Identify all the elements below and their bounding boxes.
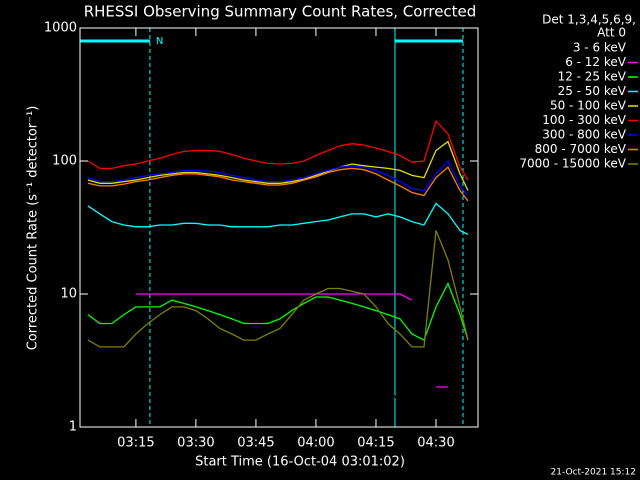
y-tick-label: 1 [69,420,77,435]
legend-label: 7000 - 15000 keV [519,157,626,171]
y-tick-label: 10 [60,287,77,302]
series-line [87,140,469,191]
legend-title: Det 1,3,4,5,6,9, [542,13,636,27]
x-tick-label: 04:30 [417,436,454,451]
legend-label: 50 - 100 keV [550,99,627,113]
x-tick-label: 03:45 [237,436,274,451]
series-line [87,230,469,348]
legend-label: 12 - 25 keV [558,70,627,84]
x-tick-label: 03:15 [117,436,154,451]
legend-label: 800 - 7000 keV [535,142,627,156]
legend-title: Att 0 [597,26,626,40]
y-tick-label: 1000 [44,21,77,36]
plot-frame [79,27,479,428]
series-line [135,293,448,388]
legend-label: 25 - 50 keV [558,84,627,98]
legend-label: 300 - 800 keV [542,128,626,142]
series-line [87,159,469,196]
x-tick-label: 03:30 [177,436,214,451]
series-line [135,352,413,406]
x-tick-label: 04:00 [297,436,334,451]
x-tick-label: 04:15 [357,436,394,451]
legend-label: 6 - 12 keV [565,55,627,69]
y-tick-label: 100 [52,154,77,169]
series-line [87,281,469,342]
interval-label: N [156,36,163,47]
footer: 21-Oct-2021 15:12 [551,468,636,478]
series-line [87,166,469,202]
legend-label: 100 - 300 keV [542,113,626,127]
x-axis-label: Start Time (16-Oct-04 03:01:02) [195,455,405,470]
series-line [87,202,469,236]
y-axis-label: Corrected Count Rate (s⁻¹ detector⁻¹) [26,106,41,351]
series-line [87,119,469,181]
legend-label: 3 - 6 keV [573,41,627,55]
chart-title: RHESSI Observing Summary Count Rates, Co… [84,3,477,21]
